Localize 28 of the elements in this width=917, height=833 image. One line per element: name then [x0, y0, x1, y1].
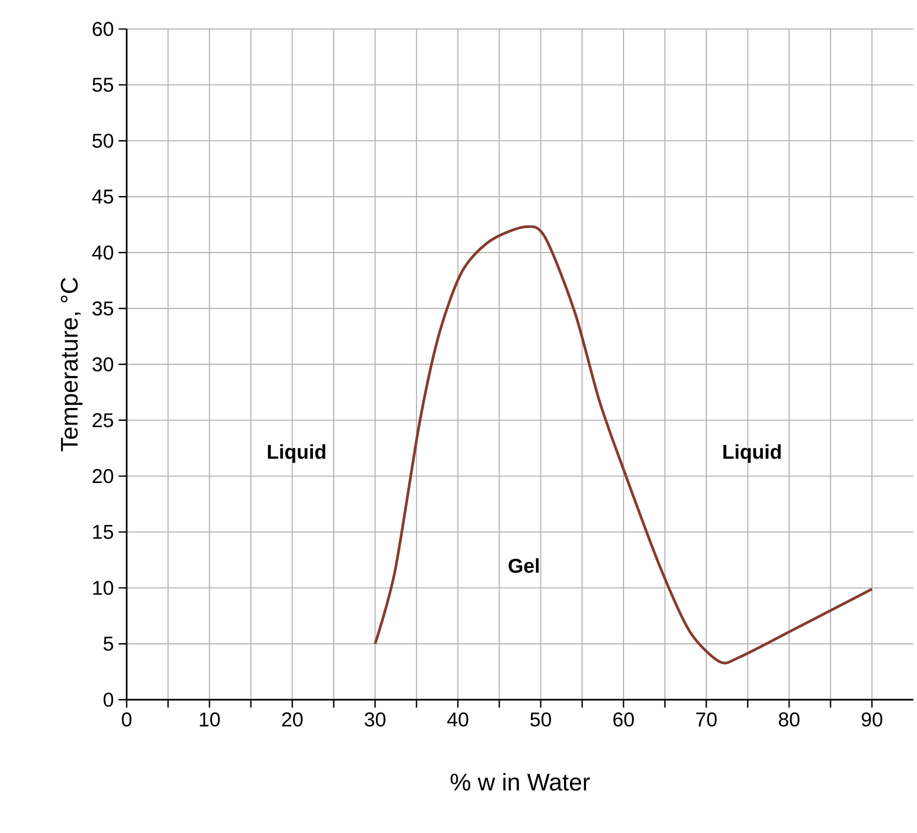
x-tick-label: 10	[200, 712, 220, 727]
y-tick-label: 0	[104, 692, 114, 707]
y-tick-label: 25	[92, 413, 114, 428]
x-tick-label: 60	[613, 712, 634, 727]
annotation: Liquid	[268, 444, 326, 463]
x-tick-label: 0	[122, 712, 132, 727]
x-tick-label: 50	[530, 712, 552, 727]
y-tick-label: 15	[93, 525, 114, 539]
annotation: Gel	[508, 558, 539, 573]
y-tick-label: 50	[92, 134, 114, 148]
x-tick-label: 80	[778, 712, 800, 727]
y-tick-label: 35	[92, 301, 114, 316]
y-tick-label: 40	[92, 245, 114, 260]
y-tick-label: 20	[92, 469, 114, 484]
y-tick-label: 55	[92, 78, 114, 92]
x-tick-label: 70	[696, 712, 717, 727]
y-tick-label: 5	[104, 636, 114, 651]
x-tick-label: 30	[364, 712, 386, 727]
x-tick-label: 20	[282, 712, 303, 727]
x-axis-title: % w in Water	[450, 773, 590, 791]
annotation: Liquid	[723, 444, 781, 463]
y-tick-label: 30	[92, 357, 114, 372]
y-axis-title: Temperature, °C	[60, 278, 83, 452]
y-tick-label: 10	[93, 580, 114, 595]
y-tick-label: 60	[92, 22, 114, 36]
x-tick-label: 40	[447, 712, 468, 727]
x-tick-label: 90	[862, 712, 882, 727]
y-tick-label: 45	[92, 190, 114, 204]
